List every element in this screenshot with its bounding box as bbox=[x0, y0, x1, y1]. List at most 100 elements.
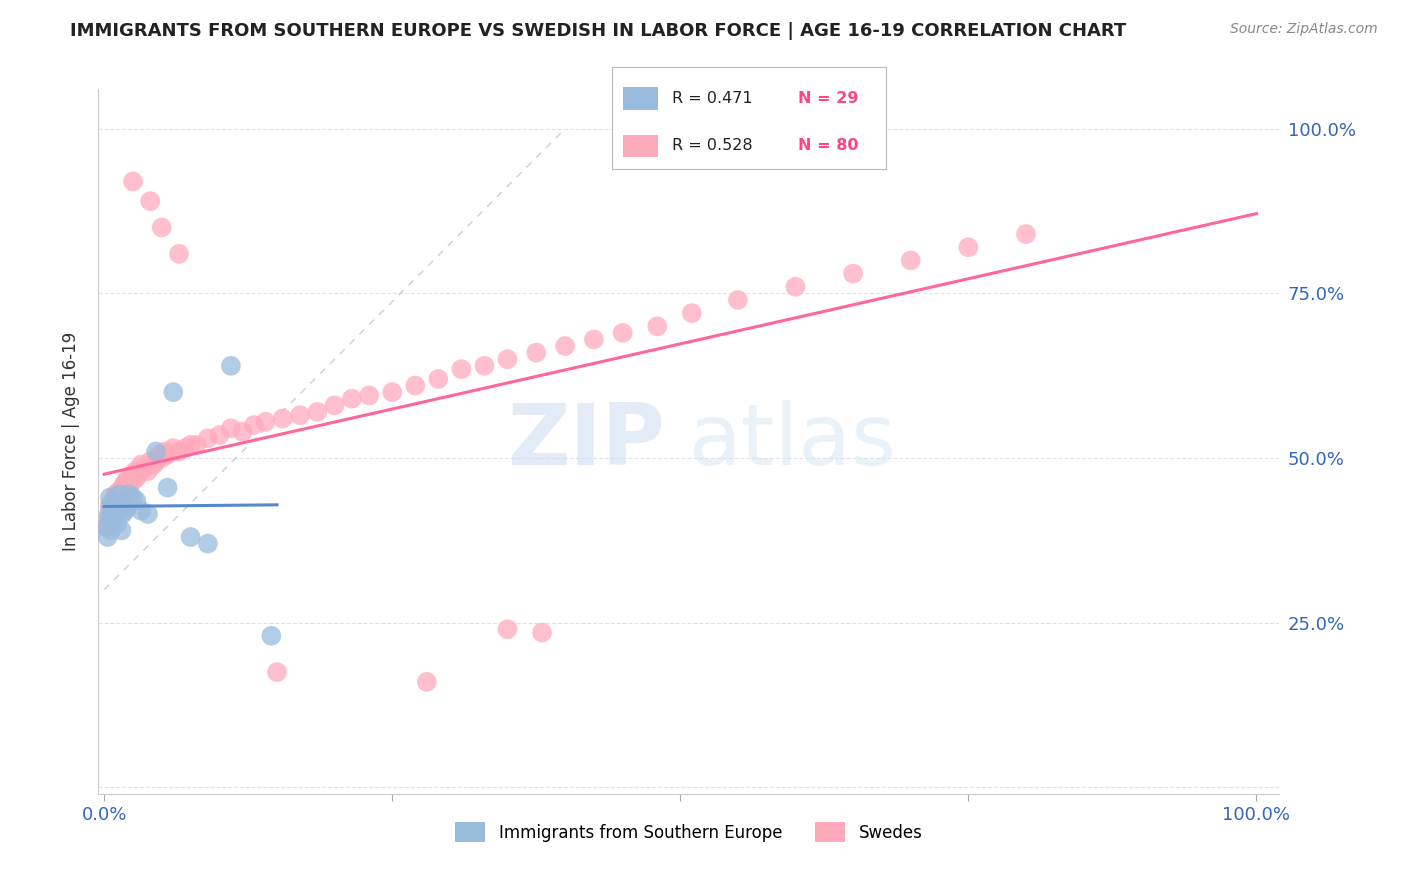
Point bbox=[103, 504, 125, 518]
Point bbox=[307, 405, 329, 419]
Point bbox=[427, 372, 450, 386]
Point bbox=[118, 477, 141, 491]
Point bbox=[156, 448, 179, 462]
Point bbox=[118, 487, 141, 501]
Point bbox=[115, 474, 138, 488]
Point bbox=[208, 428, 231, 442]
Point bbox=[112, 477, 135, 491]
Point bbox=[97, 510, 120, 524]
Point bbox=[145, 454, 167, 468]
Point bbox=[97, 507, 120, 521]
Point bbox=[117, 471, 139, 485]
Point bbox=[450, 362, 472, 376]
Point bbox=[496, 352, 519, 367]
Point bbox=[100, 504, 122, 518]
Point bbox=[110, 487, 132, 501]
Point bbox=[128, 467, 150, 482]
FancyBboxPatch shape bbox=[623, 135, 658, 157]
Point bbox=[155, 444, 177, 458]
Point bbox=[107, 493, 129, 508]
Point bbox=[524, 345, 547, 359]
Point bbox=[231, 425, 253, 439]
Point bbox=[496, 622, 519, 636]
Point bbox=[122, 174, 145, 188]
Point bbox=[785, 279, 807, 293]
Point bbox=[288, 408, 311, 422]
Point bbox=[531, 625, 554, 640]
Point bbox=[105, 516, 128, 531]
Point bbox=[162, 441, 184, 455]
Point bbox=[173, 441, 195, 455]
Point bbox=[142, 458, 165, 472]
Point bbox=[150, 220, 173, 235]
Point bbox=[271, 411, 294, 425]
Point bbox=[148, 448, 170, 462]
Point bbox=[197, 536, 219, 550]
Point bbox=[260, 629, 283, 643]
Point bbox=[136, 464, 159, 478]
Point bbox=[381, 385, 404, 400]
Point bbox=[323, 398, 346, 412]
FancyBboxPatch shape bbox=[623, 87, 658, 110]
Point bbox=[125, 471, 148, 485]
Point bbox=[645, 319, 668, 334]
Point bbox=[404, 378, 426, 392]
Point bbox=[122, 491, 145, 505]
Point bbox=[115, 481, 138, 495]
Text: N = 29: N = 29 bbox=[799, 91, 859, 106]
Point bbox=[727, 293, 749, 307]
Point bbox=[129, 458, 152, 472]
Point bbox=[103, 491, 125, 505]
Point bbox=[134, 461, 156, 475]
Point bbox=[266, 665, 288, 679]
Point bbox=[582, 333, 605, 347]
Text: R = 0.471: R = 0.471 bbox=[672, 91, 752, 106]
Point bbox=[167, 247, 190, 261]
Point bbox=[474, 359, 496, 373]
Legend: Immigrants from Southern Europe, Swedes: Immigrants from Southern Europe, Swedes bbox=[449, 815, 929, 849]
Point bbox=[124, 464, 146, 478]
Point bbox=[111, 507, 134, 521]
Text: atlas: atlas bbox=[689, 400, 897, 483]
Point bbox=[1015, 227, 1038, 241]
Point bbox=[180, 530, 202, 544]
Point bbox=[180, 438, 202, 452]
Point bbox=[98, 497, 121, 511]
Point bbox=[129, 504, 152, 518]
Text: N = 80: N = 80 bbox=[799, 138, 859, 153]
Point bbox=[359, 388, 381, 402]
Point bbox=[554, 339, 576, 353]
Point bbox=[186, 438, 208, 452]
Point bbox=[145, 444, 167, 458]
Point bbox=[416, 674, 439, 689]
Point bbox=[136, 507, 159, 521]
Text: IMMIGRANTS FROM SOUTHERN EUROPE VS SWEDISH IN LABOR FORCE | AGE 16-19 CORRELATIO: IMMIGRANTS FROM SOUTHERN EUROPE VS SWEDI… bbox=[70, 22, 1126, 40]
Point bbox=[104, 507, 127, 521]
Point bbox=[103, 493, 125, 508]
Point bbox=[197, 431, 219, 445]
Point bbox=[219, 421, 242, 435]
Point bbox=[139, 194, 162, 209]
Point bbox=[121, 467, 143, 482]
Point bbox=[125, 493, 148, 508]
Point bbox=[156, 481, 179, 495]
Point bbox=[162, 385, 184, 400]
Point bbox=[100, 524, 122, 538]
Point bbox=[115, 500, 138, 515]
Point bbox=[114, 483, 136, 498]
Point bbox=[111, 481, 134, 495]
Point bbox=[104, 487, 127, 501]
Point bbox=[900, 253, 922, 268]
Point bbox=[254, 415, 277, 429]
Point bbox=[108, 483, 131, 498]
Point bbox=[139, 454, 162, 468]
Point bbox=[114, 504, 136, 518]
Point bbox=[105, 504, 128, 518]
Point bbox=[97, 516, 120, 531]
Point bbox=[101, 514, 124, 528]
Point bbox=[219, 359, 242, 373]
Point bbox=[243, 418, 266, 433]
Point bbox=[101, 510, 124, 524]
Point bbox=[96, 520, 118, 534]
Point bbox=[108, 487, 131, 501]
